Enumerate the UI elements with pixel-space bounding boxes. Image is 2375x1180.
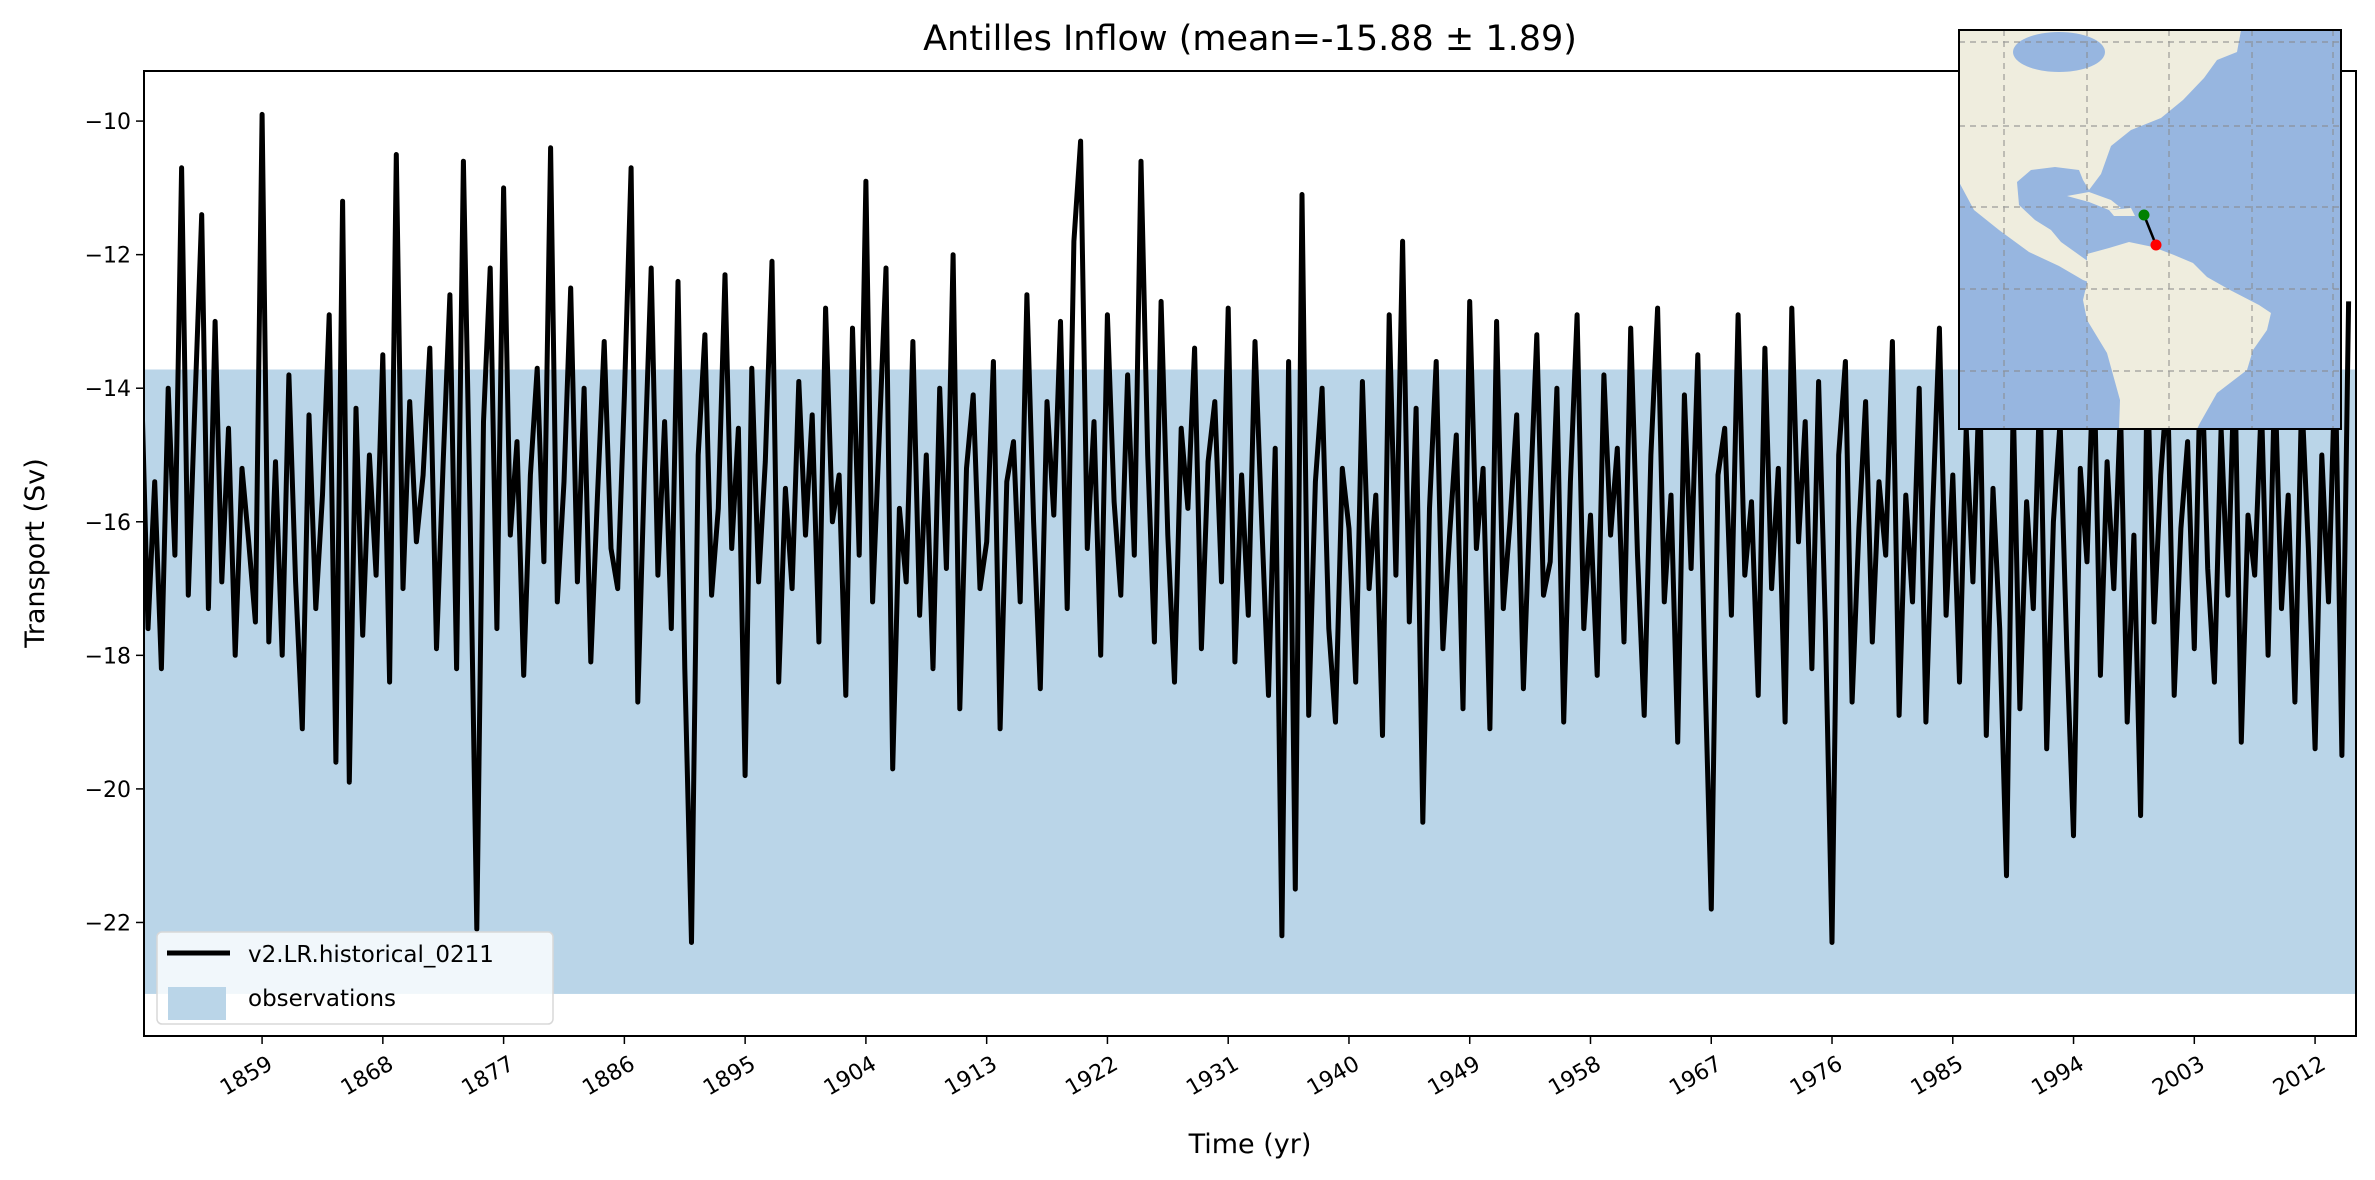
legend-label-model: v2.LR.historical_0211 xyxy=(248,942,494,968)
y-axis-label: Transport (Sv) xyxy=(20,458,51,648)
y-tick-label: −22 xyxy=(85,911,131,936)
axes-frame xyxy=(143,70,2357,1037)
y-tick-label: −14 xyxy=(85,377,131,402)
chart-title: Antilles Inflow (mean=-15.88 ± 1.89) xyxy=(923,19,1577,59)
y-tick-label: −12 xyxy=(85,244,131,269)
north-america-land xyxy=(1959,30,2241,286)
legend-box xyxy=(156,931,554,1025)
legend-band-swatch xyxy=(168,987,226,1020)
greenland-land xyxy=(2209,30,2241,42)
section-start-marker xyxy=(2138,209,2150,221)
y-axis: −10 −12 −14 −16 −18 −20 −22 xyxy=(85,110,144,936)
cuba-land xyxy=(2067,192,2121,210)
y-tick-label: −18 xyxy=(85,644,131,669)
x-axis-label: Time (yr) xyxy=(1188,1129,1312,1160)
hispaniola-land xyxy=(2109,208,2135,216)
map-gridlines xyxy=(1959,30,2341,429)
y-tick-label: −16 xyxy=(85,511,131,536)
legend: v2.LR.historical_0211 observations xyxy=(156,931,554,1025)
series-line xyxy=(144,111,2352,945)
inset-map xyxy=(1958,29,2342,430)
section-end-marker xyxy=(2150,239,2162,251)
hudson-bay xyxy=(2013,32,2105,72)
series-points xyxy=(147,114,2349,943)
plot-area xyxy=(143,70,2357,1037)
y-tick-label: −10 xyxy=(85,110,131,135)
legend-label-observations: observations xyxy=(248,986,396,1012)
inset-map-frame xyxy=(1958,29,2342,430)
y-tick-label: −20 xyxy=(85,778,131,803)
